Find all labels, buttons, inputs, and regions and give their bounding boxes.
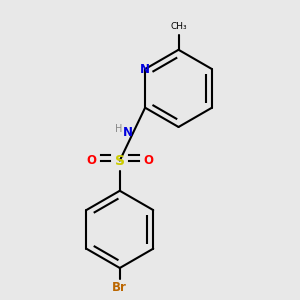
Text: N: N bbox=[140, 63, 150, 76]
Text: O: O bbox=[86, 154, 96, 167]
Text: H: H bbox=[115, 124, 122, 134]
Text: O: O bbox=[143, 154, 153, 167]
Text: N: N bbox=[123, 126, 133, 139]
Text: Br: Br bbox=[112, 281, 127, 294]
Text: CH₃: CH₃ bbox=[170, 22, 187, 31]
Text: S: S bbox=[115, 154, 125, 168]
